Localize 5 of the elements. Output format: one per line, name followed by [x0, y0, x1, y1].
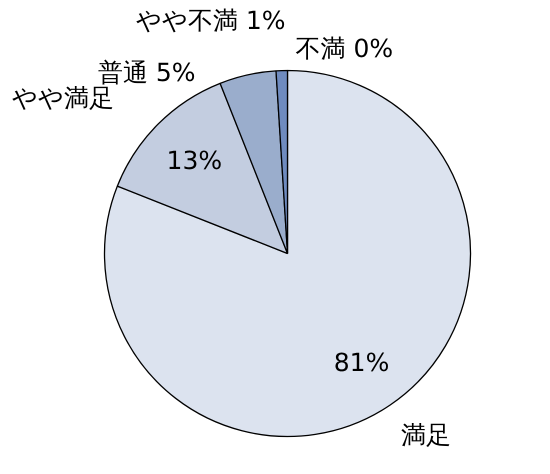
slice-label: やや不満 1%: [136, 6, 286, 35]
category-label: 不満 0%: [296, 34, 394, 63]
slice-label: 満足: [400, 420, 451, 450]
data-label: 81%: [334, 348, 390, 377]
data-label: 13%: [166, 146, 222, 175]
